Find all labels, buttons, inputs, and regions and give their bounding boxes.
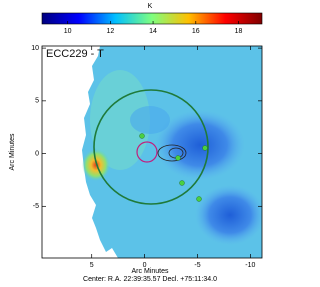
colorbar xyxy=(41,12,263,25)
map xyxy=(82,46,262,258)
chart: K 10 12 14 16 18 ECC229 - T 5 0 -5 -10 -5 0 5 10 Ar… xyxy=(9,3,263,283)
contour xyxy=(157,144,187,162)
aperture-circle xyxy=(93,89,209,205)
map-region xyxy=(130,106,170,134)
y-tick-label: 0 xyxy=(35,150,39,157)
x-tick-label: -5 xyxy=(194,262,200,269)
x-tick-label: 0 xyxy=(143,262,147,269)
x-tick-label: -10 xyxy=(245,262,255,269)
map-region xyxy=(195,185,262,245)
map-region xyxy=(155,110,245,180)
colorbar-tick-label: 14 xyxy=(149,28,157,35)
colorbar-tick-label: 18 xyxy=(235,28,243,35)
colorbar-tick-label: 16 xyxy=(192,28,200,35)
footer: Center: R.A. 22:39:35.57 Decl. +75:11:34… xyxy=(83,276,217,283)
y-tick-label: 5 xyxy=(35,98,39,105)
map-region xyxy=(90,70,150,170)
map-region xyxy=(82,149,110,181)
x-tick-label: 5 xyxy=(90,262,94,269)
y-tick-label: 10 xyxy=(31,45,39,52)
colorbar-label: K xyxy=(148,3,153,10)
colorbar-tick-label: 12 xyxy=(106,28,114,35)
star-markers xyxy=(139,133,208,202)
x-axis-label: Arc Minutes xyxy=(132,268,169,275)
contour xyxy=(136,141,158,163)
chart-title: ECC229 - T xyxy=(46,48,104,60)
y-axis-label: Arc Minutes xyxy=(9,133,16,170)
y-tick-label: -5 xyxy=(33,203,39,210)
plot-frame xyxy=(41,45,263,259)
colorbar-tick-label: 10 xyxy=(64,28,72,35)
